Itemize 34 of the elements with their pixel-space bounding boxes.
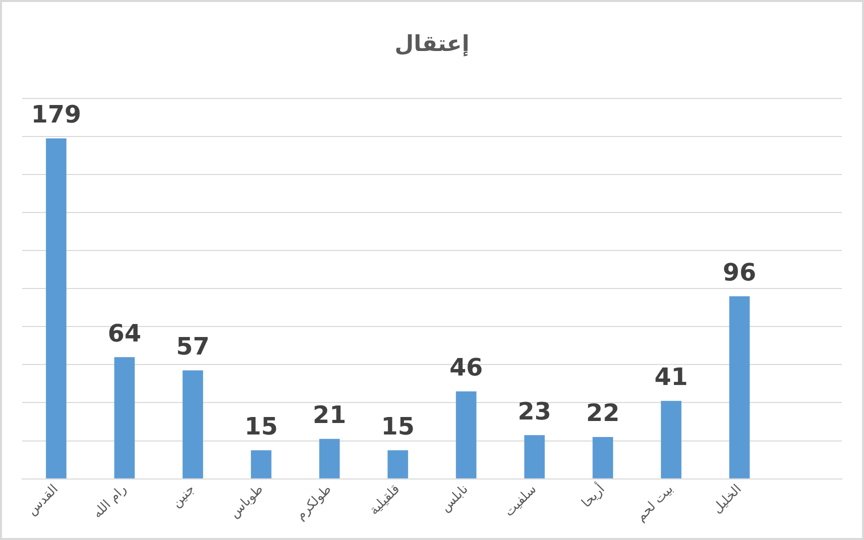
data-label: 15: [381, 412, 415, 441]
x-tick-label: الخليل: [710, 482, 745, 517]
bar: [46, 138, 66, 478]
x-tick-label: طولكرم: [293, 482, 335, 524]
data-label: 21: [312, 401, 346, 430]
data-label: 96: [722, 258, 756, 286]
x-tick-label: بيت لحم: [634, 482, 676, 525]
data-label: 46: [449, 354, 483, 382]
x-tick-label: سلفيت: [502, 482, 540, 520]
data-label: 15: [244, 412, 278, 441]
bar: [729, 296, 750, 478]
bar: [388, 450, 408, 478]
bar: [592, 436, 614, 478]
x-tick-label: نابلس: [438, 482, 472, 516]
bar: [456, 391, 476, 478]
bar: [319, 438, 340, 478]
x-tick-label: رام الله: [90, 482, 130, 522]
bar: [114, 357, 135, 478]
x-tick-label: طوباس: [227, 482, 266, 522]
x-tick-label: أريحا: [578, 480, 608, 511]
chart-title: إعتقال: [394, 32, 470, 57]
data-label: 64: [108, 319, 142, 348]
data-label: 41: [654, 363, 688, 392]
bar: [250, 450, 272, 478]
bar: [182, 370, 204, 478]
bar: [524, 435, 545, 478]
data-label: 22: [586, 399, 620, 428]
x-tick-label: القدس: [24, 482, 62, 519]
data-label: 57: [176, 332, 210, 361]
data-label: 179: [31, 100, 82, 129]
data-label: 23: [518, 397, 552, 426]
bar: [660, 400, 682, 478]
x-tick-label: جنين: [169, 482, 198, 511]
x-tick-label: قلقيلية: [366, 482, 404, 518]
